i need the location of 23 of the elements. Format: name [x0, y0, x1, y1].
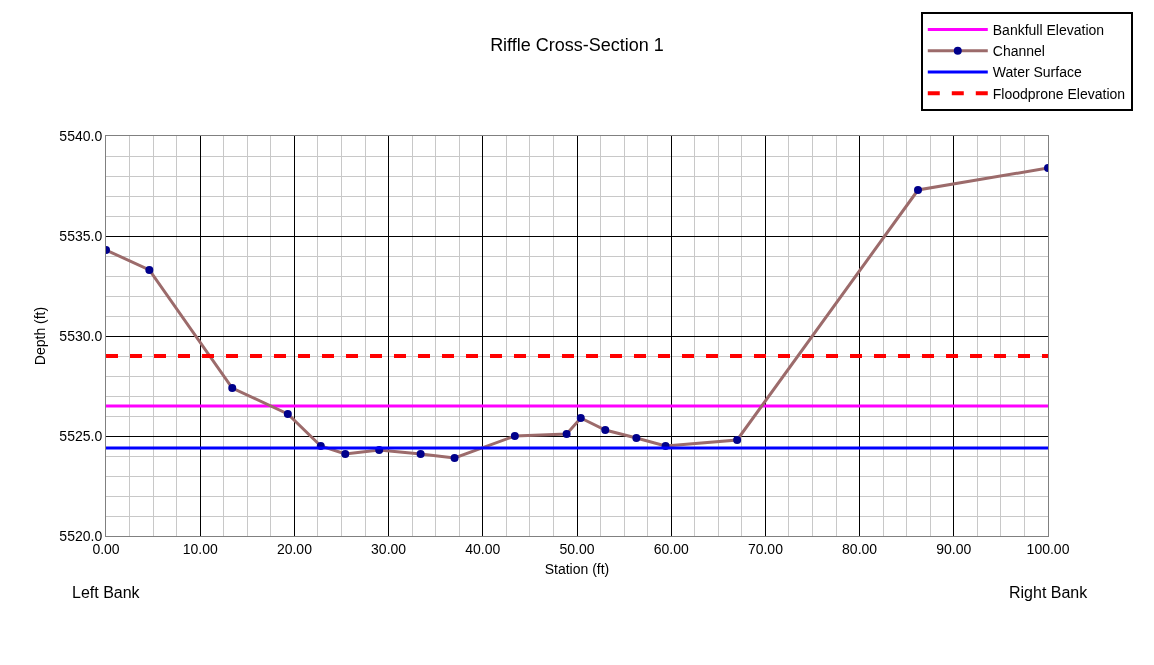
y-tick-label: 5530.0	[59, 327, 103, 344]
y-axis-title: Depth (ft)	[31, 306, 48, 366]
x-tick-label: 20.00	[276, 540, 313, 557]
text: Left Bank	[72, 584, 141, 601]
x-tick-label: 60.00	[653, 540, 689, 557]
y-tick-label: 5525.0	[59, 427, 103, 444]
chart-title: Riffle Cross-Section 1	[490, 34, 664, 55]
x-tick-label: 80.00	[842, 540, 878, 557]
x-axis-title: Station (ft)	[544, 561, 610, 578]
x-tick-label: 10.00	[182, 540, 218, 557]
y-tick-label: 5535.0	[59, 227, 103, 244]
legend-label: Channel	[992, 43, 1045, 60]
x-tick-label: 90.00	[936, 540, 972, 557]
x-tick-label: 30.00	[371, 540, 407, 557]
legend-label: Bankfull Elevation	[992, 22, 1105, 39]
x-tick-label: 50.00	[559, 540, 595, 557]
legend-label: Water Surface	[992, 64, 1082, 81]
text: Right Bank	[1009, 584, 1089, 601]
x-tick-label: 40.00	[465, 540, 501, 557]
x-tick-label: 100.00	[1026, 540, 1070, 557]
legend-label: Floodprone Elevation	[992, 85, 1126, 102]
y-tick-label: 5540.0	[59, 127, 103, 144]
x-tick-label: 70.00	[747, 540, 784, 557]
